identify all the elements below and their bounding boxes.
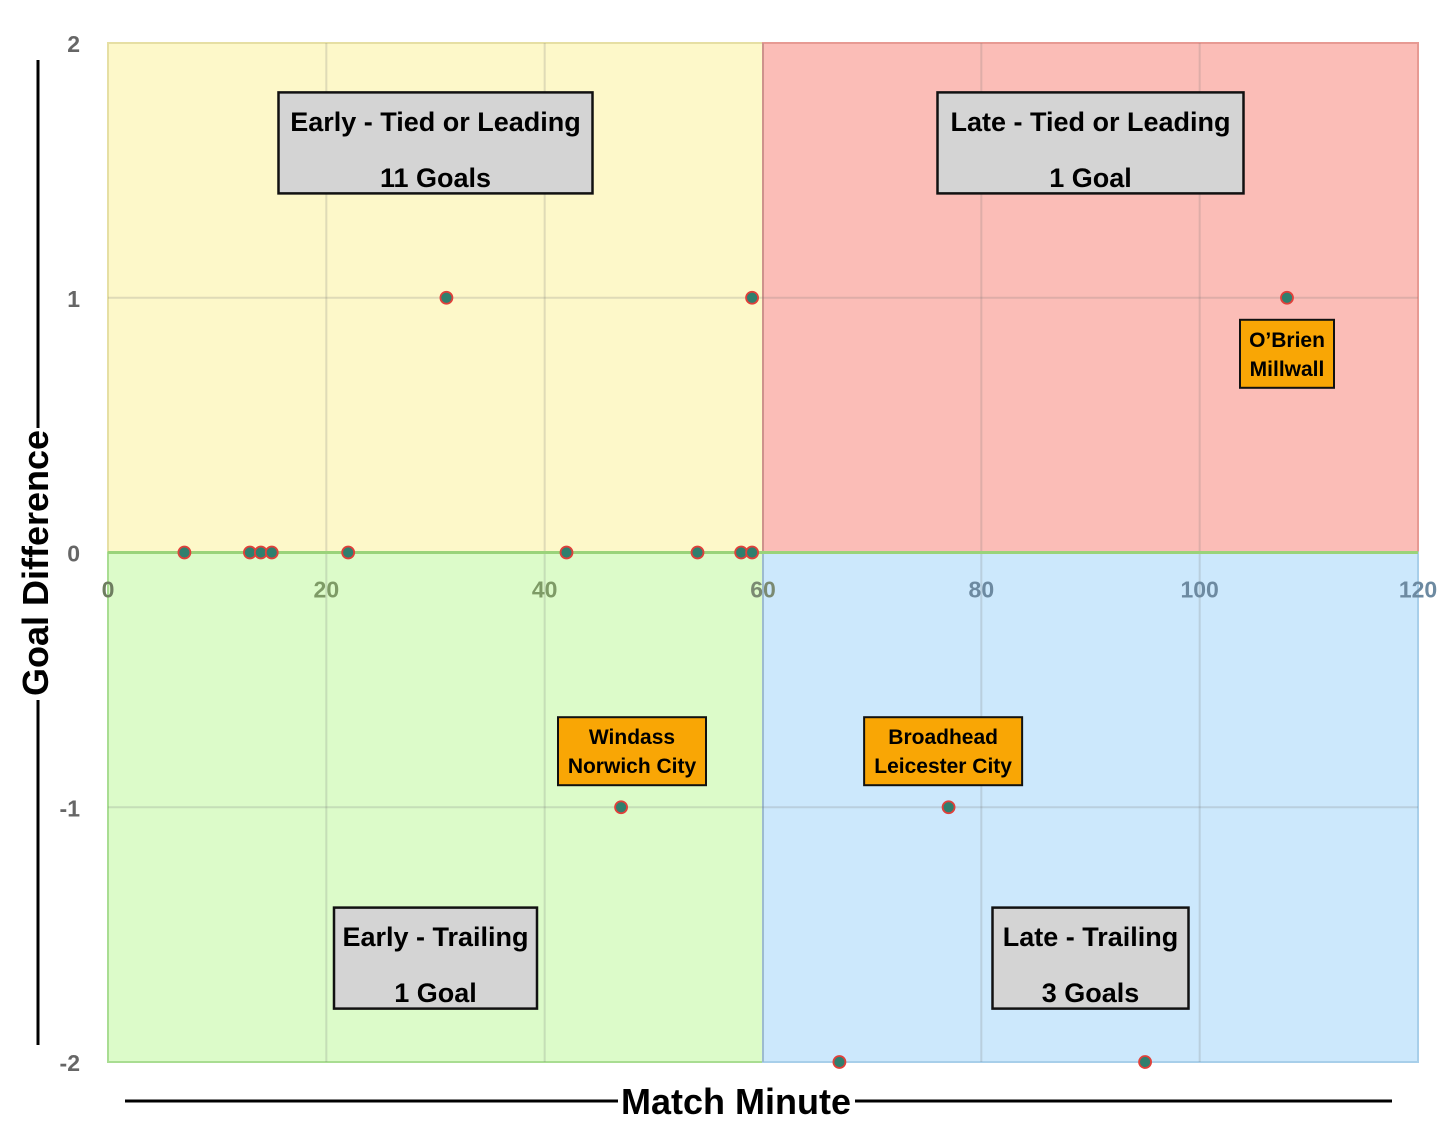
x-axis-title: Match Minute [621,1081,851,1122]
quadrant-label-early-lead: Early - Tied or Leading 11 Goals [277,91,594,195]
y-tick-label: 1 [67,286,80,312]
annotation-line: Windass [589,726,675,749]
quadrant-label-late-trail: Late - Trailing 3 Goals [991,906,1190,1010]
quadrant-label-title: Late - Tied or Leading [950,107,1230,137]
data-point [690,545,705,560]
quadrant-label-count: 3 Goals [1042,978,1140,1008]
x-tick-label: 40 [532,577,558,603]
quadrant-label-early-trail: Early - Trailing 1 Goal [332,906,539,1010]
data-points [177,290,1294,1069]
annotation-line: Leicester City [874,755,1012,778]
quadrant-label-title: Early - Trailing [342,922,528,952]
data-point [832,1055,847,1069]
annotation-line: Norwich City [568,755,697,778]
quadrant-label-box [936,91,1245,195]
y-tick-label: 2 [67,31,80,57]
annotation-windass: Windass Norwich City [557,716,707,787]
data-point [941,800,956,815]
annotation-box [557,716,707,787]
data-point [559,545,574,560]
data-point [1138,1055,1152,1069]
data-point [745,290,759,305]
quadrant-label-box [277,91,594,195]
x-tick-label: 20 [314,577,340,603]
annotation-broadhead: Broadhead Leicester City [863,716,1024,787]
x-tick-label: 120 [1399,577,1437,603]
x-tick-label: 0 [102,577,115,603]
quadrant-label-count: 11 Goals [380,163,491,193]
data-point [177,545,192,560]
y-tick-label: 0 [67,541,80,567]
annotation-line: Millwall [1250,358,1325,381]
data-point [439,290,454,305]
data-point [745,545,759,560]
annotation-line: Broadhead [888,726,998,749]
x-tick-label: 60 [750,577,776,603]
y-axis-title: Goal Difference [15,430,56,696]
y-tick-label: -2 [60,1050,80,1076]
annotation-obrien: O’Brien Millwall [1239,318,1335,389]
y-tick-label: -1 [60,795,81,821]
x-tick-label: 80 [969,577,995,603]
quadrant-label-title: Late - Trailing [1003,922,1179,952]
data-point [1280,290,1294,305]
quadrant-label-late-lead: Late - Tied or Leading 1 Goal [936,91,1245,195]
data-point [341,545,356,560]
quadrant-label-title: Early - Tied or Leading [290,107,581,137]
data-point [614,800,628,815]
quadrant-label-box [332,906,539,1010]
quadrant-label-box [991,906,1190,1010]
x-tick-label: 100 [1180,577,1218,603]
quadrant-label-count: 1 Goal [394,978,477,1008]
data-point [264,545,279,560]
quadrant-label-count: 1 Goal [1049,163,1132,193]
annotation-line: O’Brien [1249,329,1325,352]
annotation-box [863,716,1024,787]
annotation-box [1239,318,1335,389]
